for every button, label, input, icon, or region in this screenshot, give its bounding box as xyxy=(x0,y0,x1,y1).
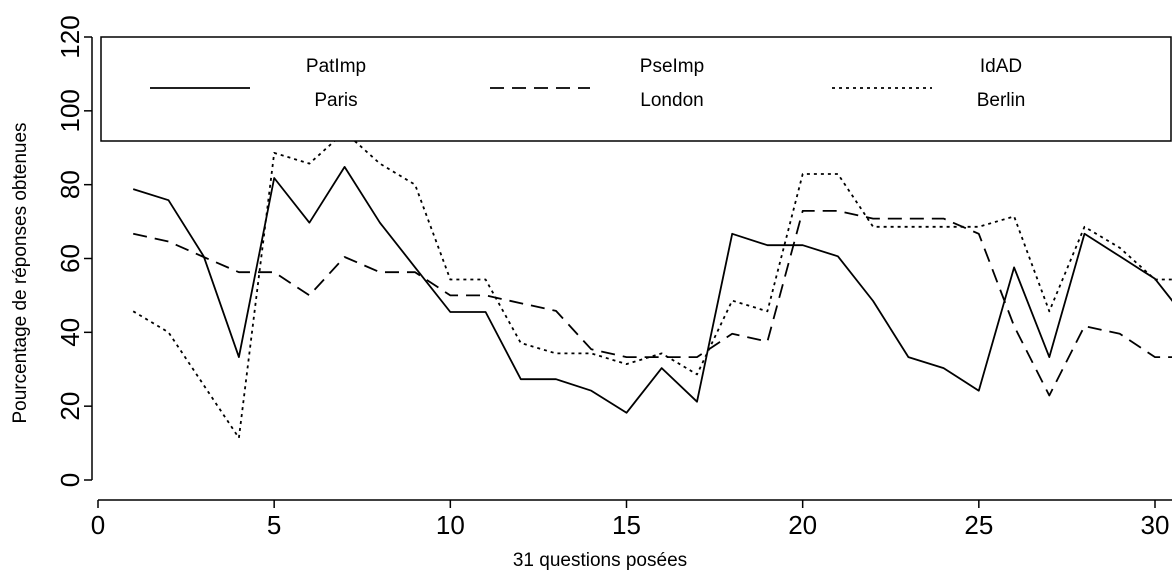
legend-label-line2: London xyxy=(640,90,703,111)
legend-label: PatImp xyxy=(306,56,366,77)
series-line-idad xyxy=(132,130,1172,439)
y-tick-label: 0 xyxy=(55,473,85,487)
y-tick-label: 100 xyxy=(55,89,85,132)
x-tick-label: 5 xyxy=(267,510,281,540)
x-tick-label: 20 xyxy=(788,510,817,540)
y-axis-title: Pourcentage de réponses obtenues xyxy=(10,122,31,423)
y-tick-label: 40 xyxy=(55,318,85,347)
series-lines xyxy=(132,130,1172,439)
y-tick-label: 20 xyxy=(55,392,85,421)
x-tick-label: 30 xyxy=(1141,510,1170,540)
series-line-pseimp xyxy=(133,209,1172,397)
y-tick-label: 80 xyxy=(55,170,85,199)
series-line-patimp xyxy=(132,165,1172,414)
axes: 0 20 40 60 80 100 120 0 5 10 15 20 25 30 xyxy=(55,15,1172,540)
x-tick-label: 0 xyxy=(91,510,105,540)
y-tick-label: 60 xyxy=(55,244,85,273)
legend-label-line2: Berlin xyxy=(977,90,1026,111)
x-tick-label: 15 xyxy=(612,510,641,540)
y-tick-label: 120 xyxy=(55,15,85,58)
x-axis-title: 31 questions posées xyxy=(513,550,687,571)
x-tick-label: 25 xyxy=(964,510,993,540)
legend: PatImp Paris PseImp London IdAD Berlin xyxy=(100,36,1172,142)
legend-label-line2: Paris xyxy=(314,90,357,111)
legend-label: PseImp xyxy=(640,56,704,77)
x-tick-label: 10 xyxy=(436,510,465,540)
legend-box xyxy=(100,36,1172,142)
legend-label: IdAD xyxy=(980,56,1022,77)
